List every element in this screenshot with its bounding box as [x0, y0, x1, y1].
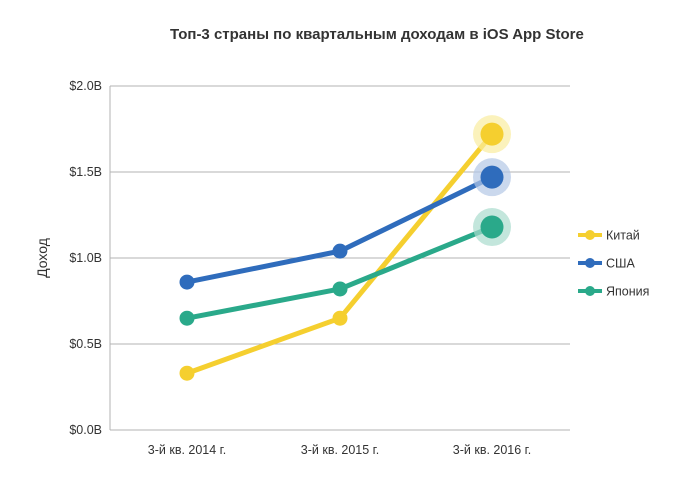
legend-label-1: США: [606, 257, 635, 271]
series-0-point-2: [480, 122, 504, 146]
y-tick-label-2: $1.0B: [69, 251, 102, 265]
legend-marker-0: [585, 230, 595, 240]
series-2-point-1: [332, 281, 348, 297]
y-tick-label-4: $2.0B: [69, 79, 102, 93]
series-0-point-0: [179, 365, 195, 381]
series-0-point-1: [332, 310, 348, 326]
series-2-point-0: [179, 310, 195, 326]
y-axis-title: Доход: [34, 238, 50, 278]
y-tick-label-3: $1.5B: [69, 165, 102, 179]
x-tick-label-2: 3-й кв. 2016 г.: [453, 443, 531, 457]
chart-title: Топ-3 страны по квартальным доходам в iO…: [170, 26, 584, 43]
x-tick-label-1: 3-й кв. 2015 г.: [301, 443, 379, 457]
legend-label-2: Япония: [606, 285, 649, 299]
series-1-point-0: [179, 274, 195, 290]
series-1-point-2: [480, 165, 504, 189]
x-tick-label-0: 3-й кв. 2014 г.: [148, 443, 226, 457]
series-2-point-2: [480, 215, 504, 239]
series-1-point-1: [332, 243, 348, 259]
y-tick-label-1: $0.5B: [69, 337, 102, 351]
legend-label-0: Китай: [606, 229, 640, 243]
legend-marker-1: [585, 258, 595, 268]
legend-marker-2: [585, 286, 595, 296]
y-tick-label-0: $0.0B: [69, 423, 102, 437]
